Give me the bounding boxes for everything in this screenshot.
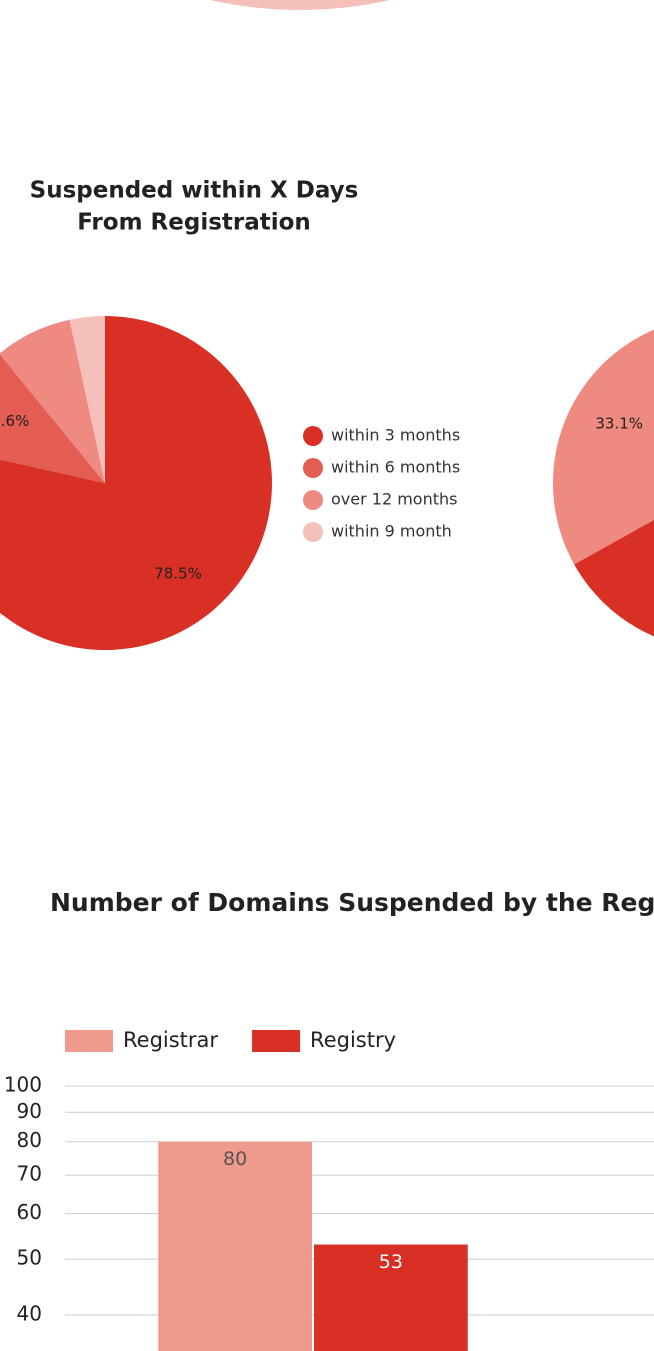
pie-slice (0, 354, 105, 483)
pie-slice (0, 316, 272, 650)
slice-label: 33.1% (595, 414, 643, 432)
y-tick-label: 60 (17, 1200, 42, 1224)
legend-swatch (303, 522, 323, 542)
legend-label: over 12 months (331, 490, 457, 509)
pie-slice (574, 519, 654, 637)
y-tick-label: 90 (17, 1099, 42, 1123)
y-tick-label: 50 (17, 1246, 42, 1270)
slice-label: 10.6% (0, 412, 29, 430)
y-tick-label: 70 (17, 1162, 42, 1186)
legend-label: within 9 month (331, 522, 452, 541)
bar-label: 80 (223, 1148, 247, 1170)
legend-label: within 6 months (331, 458, 460, 477)
chart-title: From Registration (77, 210, 311, 236)
chart-title: Suspended within X Days (30, 178, 359, 204)
y-tick-label: 100 (4, 1073, 42, 1097)
y-tick-label: 40 (17, 1301, 42, 1325)
y-tick-label: 80 (17, 1128, 42, 1152)
previous-pie-edge (210, 0, 390, 10)
bar (314, 1244, 468, 1351)
bar-label: 53 (379, 1251, 403, 1273)
legend-swatch (303, 490, 323, 510)
legend-swatch (252, 1030, 301, 1052)
legend-label: Registrar (123, 1028, 218, 1052)
legend-swatch (303, 426, 323, 446)
slice-label: 78.5% (154, 565, 202, 583)
bar (158, 1141, 312, 1351)
legend-swatch (65, 1030, 113, 1052)
chart-title: Number of Domains Suspended by the Reg (50, 888, 654, 917)
legend-label: Registry (310, 1028, 396, 1052)
legend-swatch (303, 458, 323, 478)
pie-slice (69, 316, 105, 483)
pie-slice (0, 319, 105, 483)
pie-slice (553, 329, 654, 565)
legend-label: within 3 months (331, 426, 460, 445)
